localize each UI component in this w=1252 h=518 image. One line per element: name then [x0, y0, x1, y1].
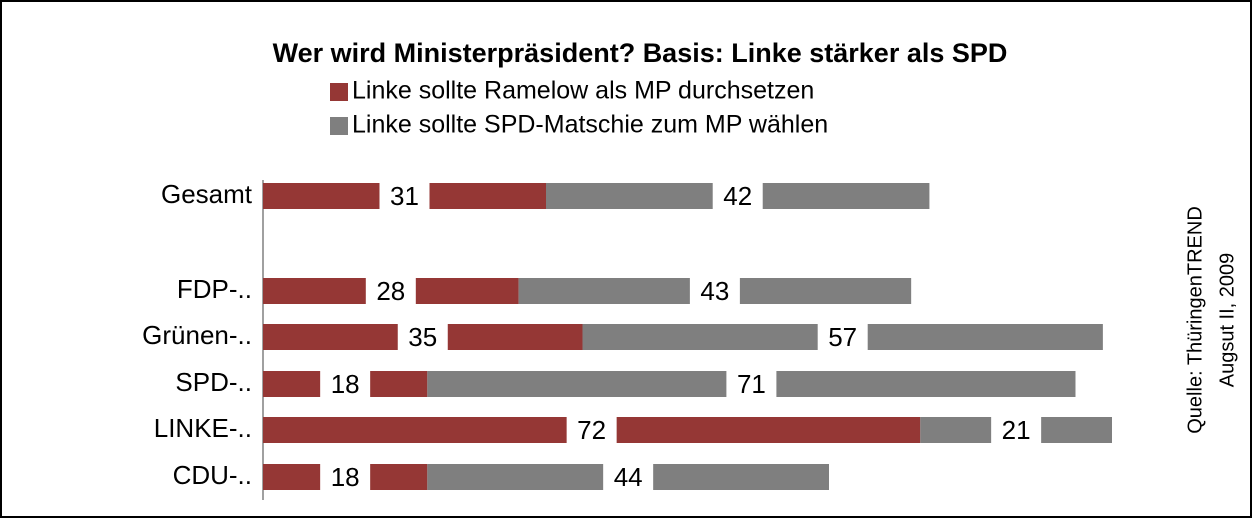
- label-bg: [817, 321, 868, 353]
- label-bg: [991, 414, 1042, 446]
- label-bg: [689, 275, 740, 307]
- label-bg: [712, 180, 763, 212]
- legend-label: Linke sollte SPD-Matschie zum MP wählen: [352, 111, 828, 139]
- category-label: LINKE-..: [154, 413, 252, 443]
- value-label: 43: [700, 276, 729, 306]
- label-bg: [379, 180, 430, 212]
- category-label: SPD-..: [175, 367, 252, 397]
- label-bg: [726, 368, 777, 400]
- value-label: 28: [376, 276, 405, 306]
- value-label: 71: [737, 369, 766, 399]
- label-bg: [320, 368, 371, 400]
- source: Quelle: ThüringenTREND: [1184, 206, 1206, 434]
- value-label: 72: [577, 415, 606, 445]
- value-label: 21: [1002, 415, 1031, 445]
- category-label: FDP-..: [177, 274, 252, 304]
- value-label: 35: [408, 322, 437, 352]
- legend-swatch: [330, 83, 348, 101]
- value-label: 57: [828, 322, 857, 352]
- legend-label: Linke sollte Ramelow als MP durchsetzen: [352, 77, 814, 105]
- value-label: 18: [331, 462, 360, 492]
- chart-title: Wer wird Ministerpräsident? Basis: Linke…: [273, 38, 1008, 68]
- source: Augsut II, 2009: [1216, 253, 1238, 388]
- category-label: Gesamt: [161, 179, 253, 209]
- label-bg: [603, 461, 654, 493]
- legend-swatch: [330, 117, 348, 135]
- label-bg: [397, 321, 448, 353]
- label-bg: [365, 275, 416, 307]
- value-label: 31: [390, 181, 419, 211]
- value-label: 18: [331, 369, 360, 399]
- label-bg: [566, 414, 617, 446]
- category-label: CDU-..: [173, 460, 252, 490]
- value-label: 42: [723, 181, 752, 211]
- category-label: Grünen-..: [142, 320, 252, 350]
- label-bg: [320, 461, 371, 493]
- value-label: 44: [614, 462, 643, 492]
